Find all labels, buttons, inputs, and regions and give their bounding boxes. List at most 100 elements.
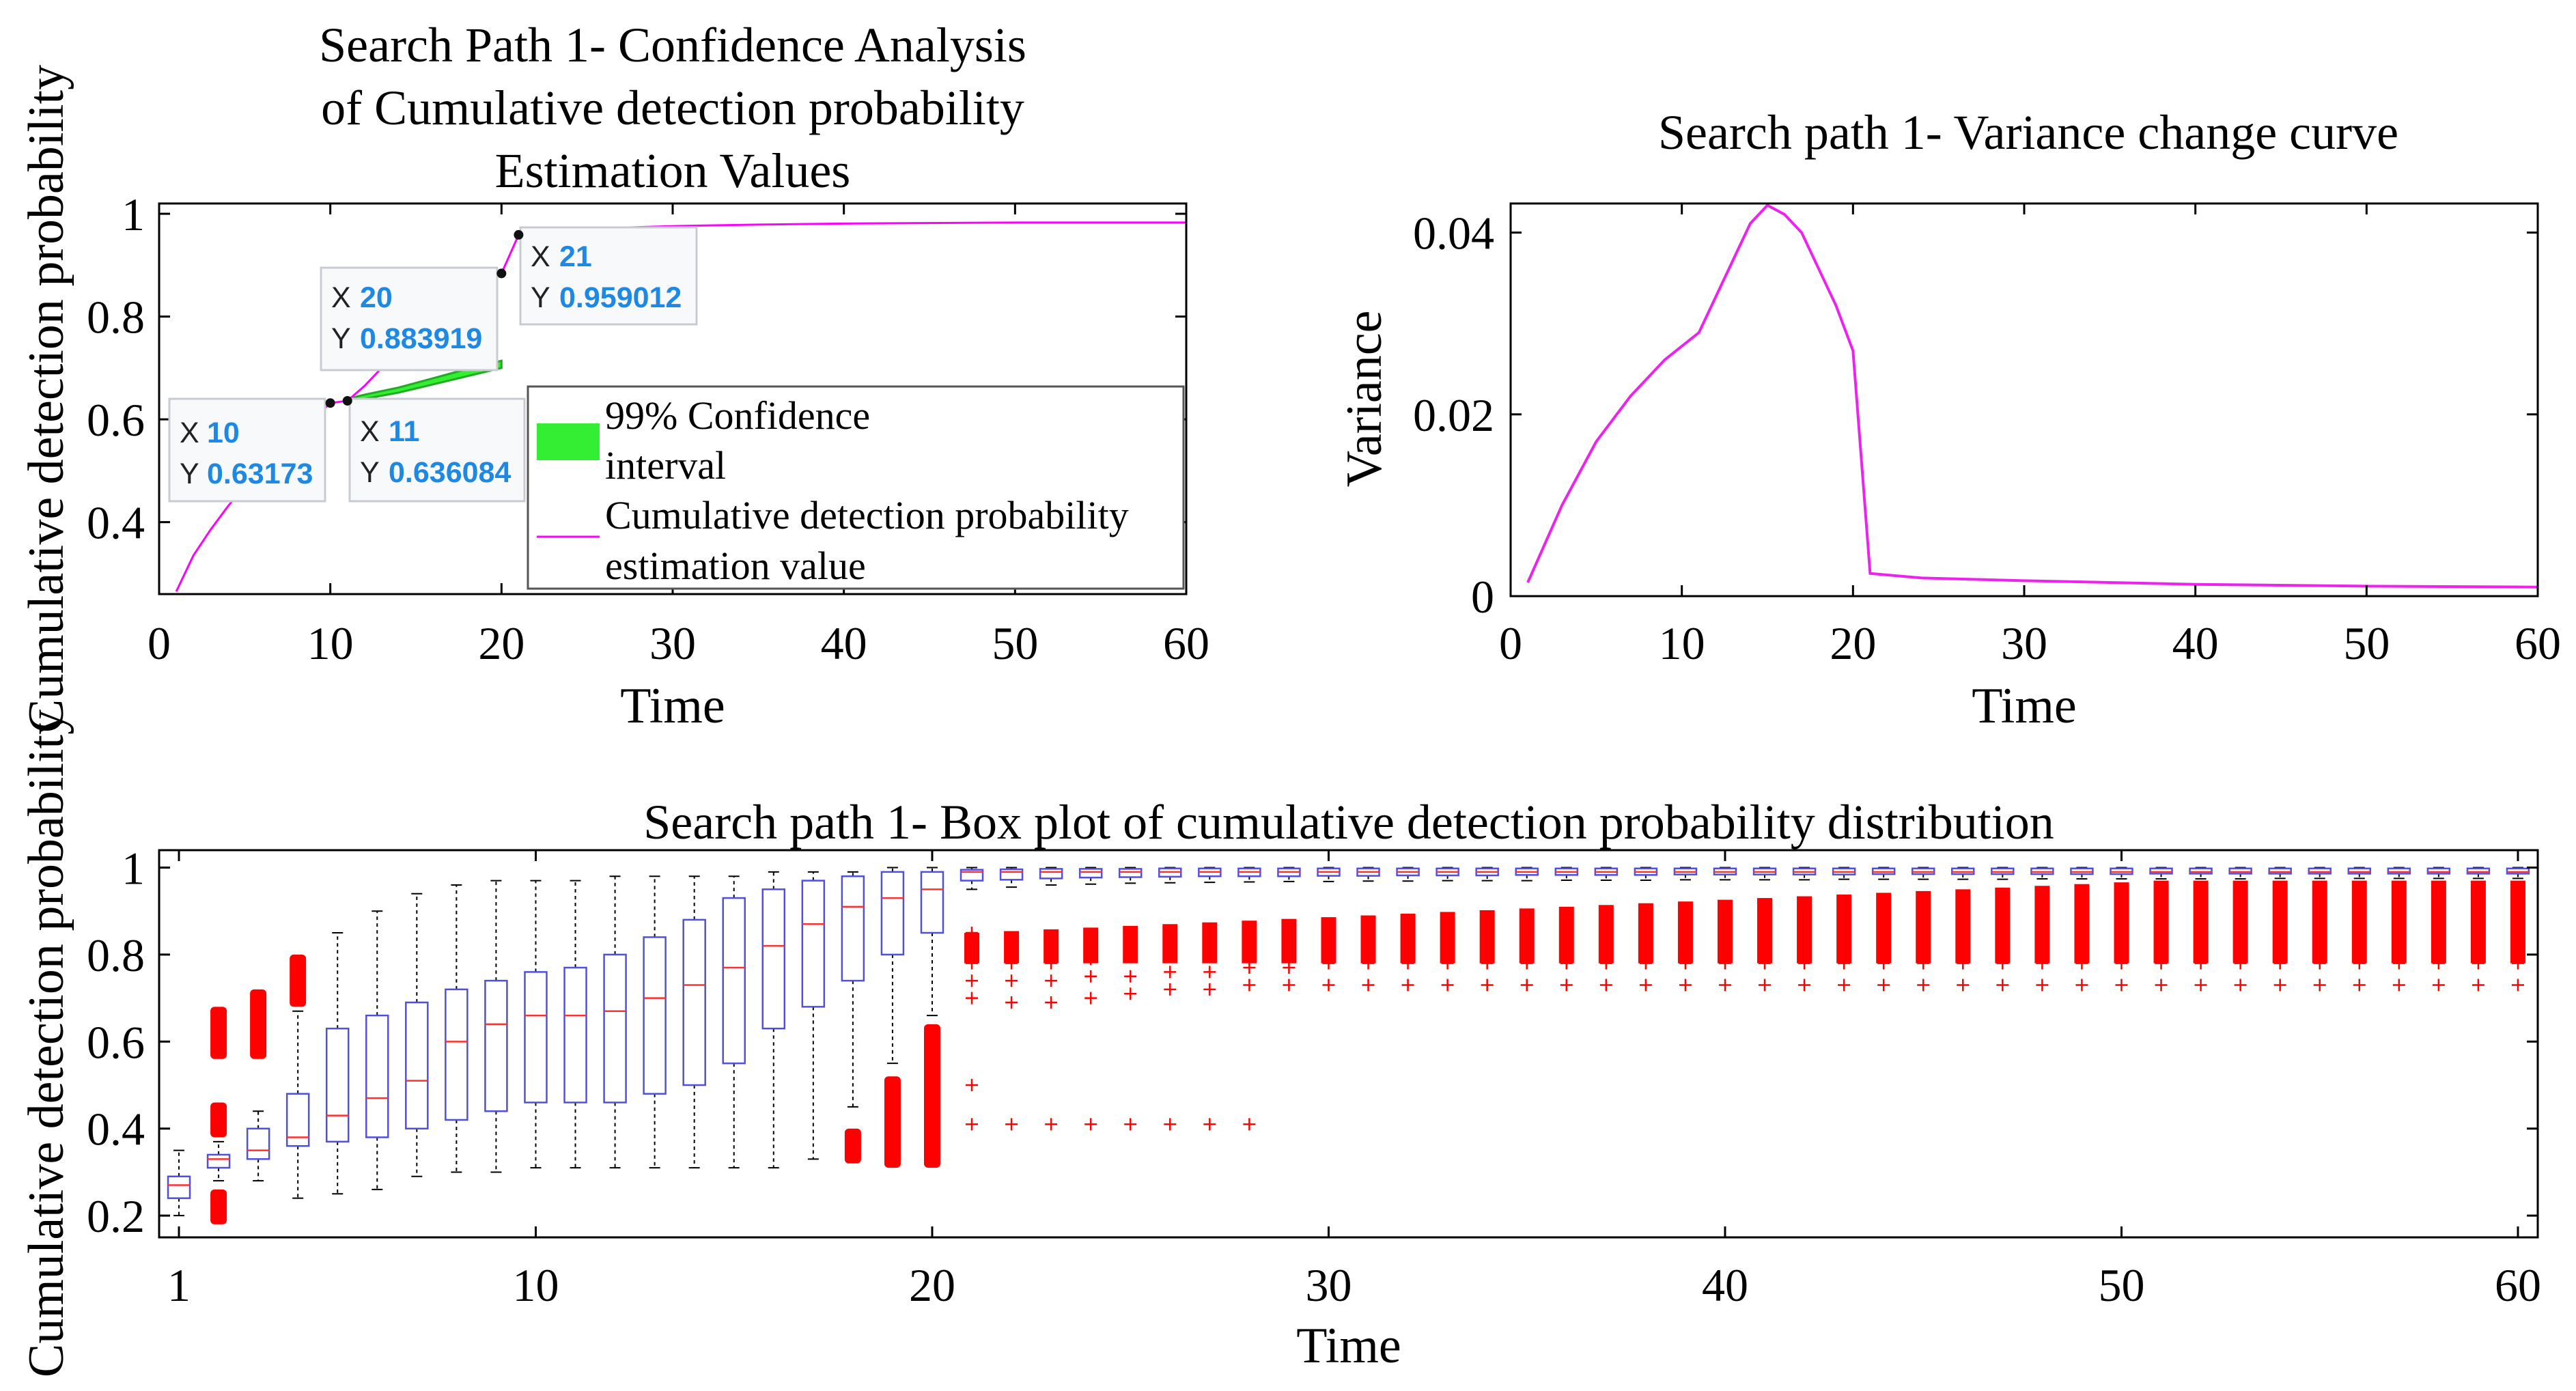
datatip-x-value: 21 (559, 240, 592, 273)
variance-line (1528, 206, 2538, 587)
outlier-cluster (1797, 897, 1812, 964)
box-t23 (1040, 867, 1062, 1130)
legend-confidence-label-2: interval (605, 443, 726, 488)
box-iqr (644, 937, 666, 1093)
outlier-cluster (1757, 898, 1772, 964)
datatip-y-value: 0.636084 (389, 456, 511, 489)
box-t44 (1873, 867, 1894, 991)
datatip-x-value: 11 (389, 415, 419, 448)
box-t60 (2507, 867, 2529, 991)
outlier-cluster (1361, 916, 1376, 964)
y-tick-label: 0.6 (87, 394, 145, 446)
box-t1 (168, 1151, 190, 1216)
box-iqr (445, 989, 467, 1120)
datatip-marker (326, 398, 335, 408)
outlier-marker (1164, 1118, 1176, 1130)
variance-y-axis-label: Variance (1336, 311, 1392, 488)
variance-plot-frame (1511, 203, 2538, 596)
boxplot-plot-frame (159, 850, 2538, 1237)
box-iqr (168, 1177, 190, 1198)
outlier-cluster (290, 955, 306, 1007)
outlier-marker (1838, 979, 1850, 991)
outlier-marker (1005, 974, 1018, 987)
outlier-marker (1243, 961, 1255, 974)
datatip-marker (514, 230, 523, 240)
x-tick-label: 20 (478, 617, 524, 669)
y-tick-label: 0 (1471, 571, 1494, 623)
outlier-marker (1521, 979, 1533, 991)
variance-chart: Search path 1- Variance change curve 0 10… (1336, 105, 2561, 734)
outlier-marker (1045, 996, 1057, 1009)
x-tick-label: 50 (2098, 1259, 2144, 1311)
box-iqr (2507, 869, 2529, 874)
legend-confidence-swatch (537, 423, 600, 460)
box-t28 (1238, 867, 1260, 1130)
boxplot-chart: Search path 1- Box plot of cumulative de… (18, 709, 2541, 1377)
y-tick-label: 0.2 (87, 1190, 145, 1242)
x-tick-label: 30 (649, 617, 696, 669)
datatip-y-value: 0.959012 (559, 281, 682, 314)
box-iqr (247, 1129, 269, 1160)
datatip-x-key: X (531, 240, 550, 273)
datatip-t20[interactable]: X 20 Y 0.883919 (321, 268, 497, 370)
datatip-x-value: 10 (207, 417, 240, 449)
box-t55 (2309, 867, 2331, 991)
box-iqr (842, 876, 864, 981)
datatip-y-key: Y (360, 456, 380, 489)
box-iqr (1119, 869, 1141, 877)
figure-canvas: Search Path 1- Confidence Analysis of Cu… (0, 0, 2576, 1388)
outlier-marker (1759, 979, 1771, 991)
box-iqr (921, 872, 943, 933)
outlier-cluster (210, 1103, 227, 1138)
outlier-marker (1084, 992, 1097, 1004)
datatip-y-value: 0.883919 (360, 322, 482, 355)
y-tick-label: 0.8 (87, 929, 145, 981)
box-t52 (2190, 867, 2212, 991)
x-tick-label: 30 (2001, 617, 2047, 669)
outlier-marker (1442, 979, 1454, 991)
x-tick-label: 40 (1702, 1259, 1748, 1311)
box-iqr (2309, 869, 2331, 874)
outlier-cluster (1876, 893, 1891, 963)
box-t42 (1793, 867, 1815, 991)
datatip-x-key: X (360, 415, 380, 448)
outlier-marker (1124, 970, 1136, 983)
outlier-marker (2155, 979, 2168, 991)
datatip-x-key: X (331, 281, 351, 314)
outlier-cluster (2074, 884, 2089, 964)
box-t31 (1358, 867, 1380, 991)
box-iqr (2349, 869, 2370, 874)
x-tick-label: 60 (1163, 617, 1209, 669)
datatip-marker (343, 396, 352, 406)
x-tick-label: 40 (2172, 617, 2219, 669)
box-t34 (1476, 867, 1498, 991)
box-t40 (1714, 867, 1736, 991)
box-t30 (1317, 867, 1339, 991)
outlier-marker (1402, 979, 1414, 991)
outlier-cluster (884, 1076, 901, 1168)
outlier-marker (2274, 979, 2286, 991)
confidence-title-line-1: Search Path 1- Confidence Analysis (319, 18, 1026, 72)
outlier-cluster (2114, 882, 2129, 963)
datatip-t11[interactable]: X 11 Y 0.636084 (350, 399, 524, 501)
y-tick-label: 1 (122, 842, 145, 894)
box-iqr (2151, 869, 2172, 874)
datatip-t10[interactable]: X 10 Y 0.63173 (169, 399, 325, 501)
outlier-cluster (2352, 881, 2367, 964)
box-t38 (1635, 867, 1657, 991)
boxplot-axis-ticks: 1 10 20 30 40 50 600.20.40.60.81 (87, 842, 2541, 1311)
outlier-cluster (1836, 895, 1851, 964)
datatip-t21[interactable]: X 21 Y 0.959012 (520, 227, 697, 324)
outlier-marker (1045, 1118, 1057, 1130)
box-t43 (1833, 867, 1855, 991)
outlier-marker (1124, 1118, 1136, 1130)
variance-axis-ticks: 0 10 20 30 40 50 6000.020.04 (1413, 203, 2561, 669)
box-t25 (1119, 867, 1141, 1130)
box-t57 (2388, 867, 2410, 991)
variance-title: Search path 1- Variance change curve (1658, 105, 2398, 160)
box-t50 (2110, 867, 2132, 991)
box-iqr (208, 1155, 229, 1168)
box-t7 (406, 894, 428, 1177)
outlier-marker (1124, 987, 1136, 1000)
box-t4 (287, 955, 309, 1198)
